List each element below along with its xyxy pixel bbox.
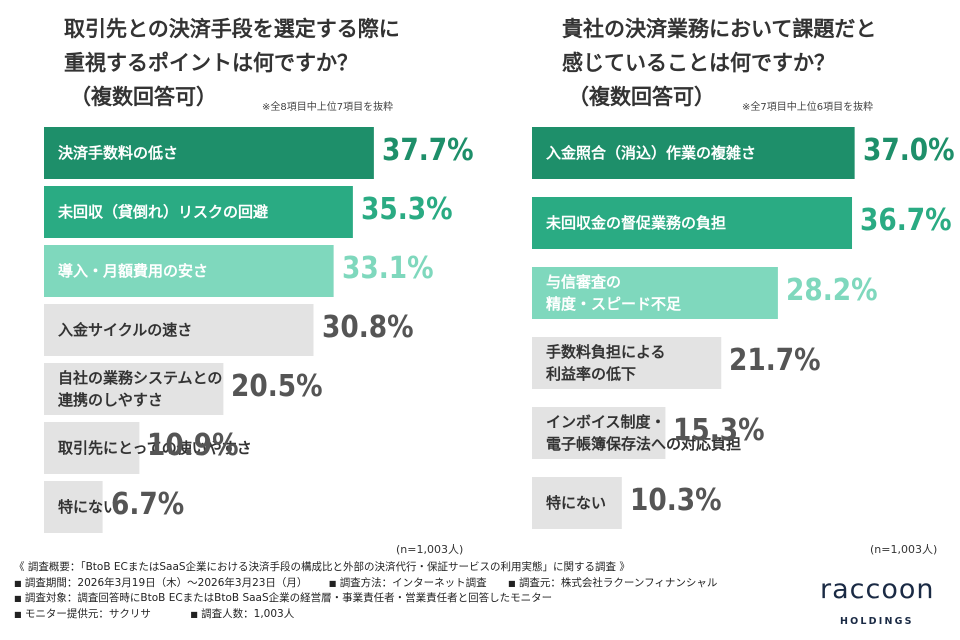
survey-footer: 《 調査概要：「BtoB ECまたはSaaS企業における決済手段の構成比と外部の… [14,560,814,622]
bar-label-5: 自社の業務システムとの 連携のしやすさ [58,367,222,411]
bar-7 [44,481,103,533]
bar-label-line: 連携のしやすさ [58,391,163,409]
raccoon-holdings-logo: raccoon HOLDINGS [820,574,940,634]
monitor-provider: モニター提供元：サクリサ [24,607,151,620]
bar-5 [532,407,666,459]
bar-label-2: 未回収金の督促業務の負担 [546,212,726,234]
bullet-icon: ■ [14,578,22,588]
chart-title: 取引先との決済手段を選定する際に 重視するポイントは何ですか？ （複数回答可） [64,12,400,114]
bullet-icon: ■ [190,609,198,619]
bar-value-2: 35.3% [360,192,453,227]
bar-value-4: 21.7% [729,343,821,378]
bars-svg [532,127,855,529]
bar-value-1: 37.7% [381,133,474,168]
bar-label-line: 決済手数料の低さ [58,144,179,162]
bar-1 [532,127,855,179]
bar-4 [44,304,314,356]
logo-subtitle: HOLDINGS [840,616,914,627]
title-line-3: （複数回答可） [568,85,715,109]
bullet-icon: ■ [328,578,337,588]
bar-5 [44,363,224,415]
bar-value-6: 10.9% [147,428,239,463]
bar-label-3: 与信審査の精度・スピード不足 [546,271,681,315]
bar-label-line: インボイス制度・ [546,413,666,431]
bar-value-6: 10.3% [629,483,722,518]
footer-row-1: ■ 調査期間：2026年3月19日（木）〜2026年3月23日（月） ■ 調査方… [14,576,814,592]
bar-value-5: 15.3% [673,413,765,448]
bar-label-1: 決済手数料の低さ [58,142,178,164]
survey-period: 調査期間：2026年3月19日（木）〜2026年3月23日（月） [24,576,308,589]
bar-label-3: 導入・月額費用の安さ [58,260,208,282]
bar-value-1: 37.0% [862,133,955,168]
bullet-icon: ■ [508,578,516,588]
chart-note: ※全7項目中上位6項目を抜粋 [742,102,874,113]
title-line-1: 取引先との決済手段を選定する際に [64,17,400,41]
bar-plot: 決済手数料の低さ 37.7% 未回収（貸倒れ）リスクの回避 35.3% 導入・月額費用の… [0,110,480,550]
bar-3 [44,245,334,297]
bar-label-line: 入金サイクルの速さ [58,321,193,339]
bar-label-5: インボイス制度・電子帳簿保存法への対応負担 [546,411,741,455]
bar-label-7: 特にない [58,496,118,518]
footer-row-2: ■ 調査対象：調査回答時にBtoB ECまたはBtoB SaaS企業の経営層・事… [14,591,814,607]
survey-method: 調査方法：インターネット調査 [339,576,487,589]
bar-2 [44,186,353,238]
bar-3 [532,267,778,319]
bar-2 [532,197,853,249]
chart-payment-issues: 貴社の決済業務において課題だと 感じていることは何ですか？ （複数回答可） ※全… [480,0,960,560]
bar-label-line: 入金照合（消込）作業の複雑さ [546,144,757,162]
bar-label-line: 導入・月額費用の安さ [58,262,209,280]
bar-value-3: 28.2% [785,273,878,308]
bar-label-line: 自社の業務システムとの [58,369,223,387]
survey-target: 調査対象：調査回答時にBtoB ECまたはBtoB SaaS企業の経営層・事業責… [24,592,553,604]
title-line-2: 重視するポイントは何ですか？ [64,51,358,75]
bullet-icon: ■ [14,594,22,603]
bar-label-line: 未回収金の督促業務の負担 [546,214,727,232]
bar-label-6: 取引先にとっての使いやすさ [58,437,252,459]
sample-size: (n=1,003人) [870,543,938,556]
bar-4 [532,337,722,389]
bullet-icon: ■ [14,609,22,619]
logo-wordmark: raccoon [820,574,935,605]
chart-note: ※全8項目中上位7項目を抜粋 [262,102,394,113]
bar-label-1: 入金照合（消込）作業の複雑さ [546,142,756,164]
title-line-3: （複数回答可） [70,85,217,109]
bar-label-6: 特にない [546,492,606,514]
bar-6 [532,477,622,529]
title-line-1: 貴社の決済業務において課題だと [562,17,877,41]
title-line-2: 感じていることは何ですか？ [562,51,835,75]
footer-row-3: ■ モニター提供元：サクリサ ■ 調査人数：1,003人 [14,607,814,623]
bar-value-3: 33.1% [341,251,434,286]
bars-svg [44,127,374,533]
bar-label-line: 取引先にとっての使いやすさ [58,439,252,457]
bar-label-line: 利益率の低下 [546,365,637,383]
bar-label-line: 特にない [546,494,607,512]
bar-label-line: 未回収（貸倒れ）リスクの回避 [58,203,269,221]
bar-6 [44,422,140,474]
bar-label-2: 未回収（貸倒れ）リスクの回避 [58,201,268,223]
bar-value-5: 20.5% [231,369,323,404]
sample-size: (n=1,003人) [396,543,464,556]
bar-label-4: 手数料負担による 利益率の低下 [546,341,666,385]
bar-label-line: 与信審査の [546,273,622,291]
bar-value-4: 30.8% [321,310,414,345]
bar-label-line: 精度・スピード不足 [546,295,682,313]
bar-label-line: 電子帳簿保存法への対応負担 [546,435,742,453]
bar-plot: 入金照合（消込）作業の複雑さ 37.0% 未回収金の督促業務の負担 36.7% 与信審査… [480,110,960,550]
bar-value-7: 6.7% [110,487,184,522]
bar-label-line: 手数料負担による [546,343,666,361]
respondent-count: 調査人数：1,003人 [201,607,295,620]
bar-value-2: 36.7% [860,203,952,238]
bar-label-line: 特にない [58,498,119,516]
chart-selection-points: 取引先との決済手段を選定する際に 重視するポイントは何ですか？ （複数回答可） … [0,0,480,560]
bar-1 [44,127,374,179]
chart-title: 貴社の決済業務において課題だと 感じていることは何ですか？ （複数回答可） [562,12,876,114]
survey-overview: 《 調査概要：「BtoB ECまたはSaaS企業における決済手段の構成比と外部の… [14,561,630,573]
bar-label-4: 入金サイクルの速さ [58,319,192,341]
survey-source: 調査元：株式会社ラクーンフィナンシャル [518,576,718,589]
